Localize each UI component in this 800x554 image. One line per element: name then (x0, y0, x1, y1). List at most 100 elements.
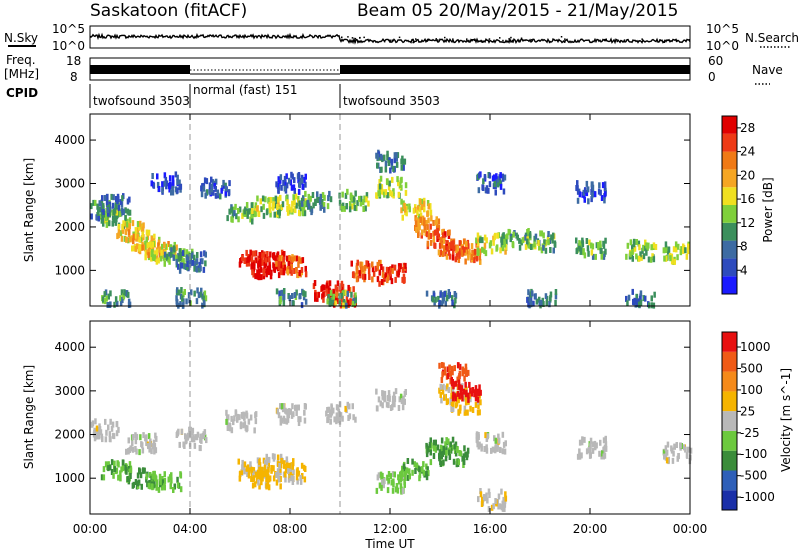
range-cell (447, 438, 450, 445)
range-cell (375, 192, 378, 199)
range-cell (199, 265, 202, 272)
range-cell (386, 192, 389, 199)
range-cell (401, 466, 404, 472)
range-cell (161, 181, 164, 188)
range-cell (358, 195, 361, 202)
range-cell (316, 295, 319, 302)
range-cell (463, 375, 466, 382)
range-cell (444, 231, 447, 238)
range-cell (267, 461, 270, 468)
range-cell (241, 464, 244, 471)
range-cell (395, 155, 398, 162)
range-cell (436, 444, 440, 451)
range-cell (474, 395, 478, 402)
range-cell (327, 406, 330, 413)
range-cell (363, 195, 366, 202)
range-cell (195, 266, 198, 272)
range-cell (155, 249, 159, 256)
range-cell (232, 419, 235, 426)
range-cell (290, 184, 294, 191)
range-cell (364, 205, 367, 212)
range-cell (393, 471, 396, 478)
range-cell (300, 178, 304, 185)
range-cell (137, 479, 141, 486)
range-cell (261, 252, 264, 259)
range-cell (282, 415, 286, 422)
range-cell (120, 466, 123, 473)
range-cell (128, 217, 132, 224)
range-cell (415, 226, 418, 233)
range-cell (453, 302, 456, 309)
range-cell (243, 468, 246, 475)
range-cell (685, 452, 689, 459)
range-cell (453, 365, 456, 372)
range-cell (176, 476, 179, 483)
range-cell (578, 448, 581, 455)
range-cell (430, 442, 433, 449)
range-cell (451, 405, 455, 412)
range-cell (466, 409, 469, 416)
range-cell (647, 302, 651, 309)
range-cell (161, 479, 164, 486)
range-cell (549, 291, 553, 298)
range-cell (493, 181, 496, 187)
range-cell (156, 181, 160, 188)
range-cell (250, 466, 254, 473)
freq-trace (90, 65, 690, 75)
noise-search-dot (412, 38, 414, 41)
range-cell (341, 191, 344, 198)
range-cell (120, 289, 124, 296)
y-tick-label: 3000 (54, 384, 85, 398)
range-cell (437, 218, 441, 225)
range-cell (595, 442, 598, 449)
range-cell (429, 209, 433, 216)
range-cell (279, 462, 283, 469)
range-cell (401, 488, 405, 495)
range-cell (442, 445, 445, 452)
x-tick-label: 00:00 (673, 522, 708, 536)
range-cell (134, 479, 138, 485)
range-cell (142, 244, 146, 251)
range-cell (458, 252, 461, 259)
colorbar-tick-label: 4 (740, 263, 748, 277)
range-cell (107, 465, 110, 472)
range-cell (172, 179, 175, 186)
range-cell (429, 459, 433, 466)
cpid-segment-label: normal (fast) 151 (193, 83, 297, 97)
range-cell (110, 459, 114, 466)
range-cell (160, 249, 163, 256)
range-cell (398, 396, 401, 403)
range-cell (268, 256, 271, 263)
range-cell (404, 182, 408, 189)
range-cell (189, 254, 193, 261)
range-cell (303, 417, 307, 424)
range-cell (476, 388, 480, 395)
range-cell (464, 451, 467, 458)
range-cell (335, 295, 338, 302)
range-cell (289, 472, 292, 479)
range-cell (147, 433, 151, 440)
range-cell (547, 239, 550, 246)
range-cell (278, 209, 281, 216)
range-cell (203, 429, 207, 436)
range-cell (601, 182, 605, 189)
range-cell (381, 402, 384, 409)
range-cell (119, 475, 122, 482)
range-cell (675, 246, 678, 253)
range-cell (127, 298, 131, 305)
range-cell (345, 296, 349, 303)
x-tick-label: 20:00 (573, 522, 608, 536)
range-cell (254, 273, 257, 280)
range-cell (396, 176, 399, 183)
range-cell (110, 425, 114, 432)
range-cell (515, 232, 518, 239)
range-cell (303, 176, 306, 183)
range-cell (629, 239, 633, 246)
range-cell (471, 249, 475, 256)
range-cell (258, 474, 262, 481)
range-cell (473, 253, 477, 260)
range-cell (181, 250, 185, 257)
noise-search-dot (510, 36, 512, 39)
noise-search-dot (347, 36, 349, 38)
range-cell (654, 244, 658, 250)
